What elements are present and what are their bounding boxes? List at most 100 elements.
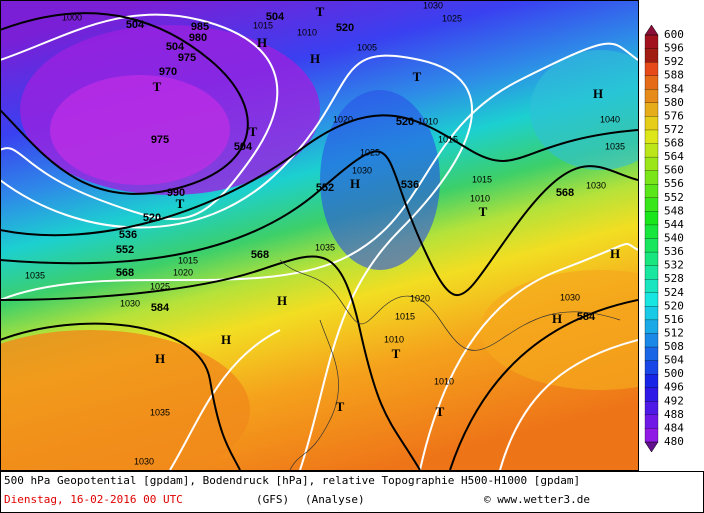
color-bar-label: 520: [664, 299, 684, 312]
color-swatch: [644, 319, 659, 335]
color-bar-label: 512: [664, 326, 684, 339]
color-bar-label: 500: [664, 367, 684, 380]
contour-label: 584: [151, 302, 170, 314]
pressure-center: H: [310, 51, 320, 66]
color-swatch: [644, 306, 659, 321]
contour-label: 1035: [605, 141, 625, 151]
contour-label: 504: [266, 11, 285, 23]
color-swatch: [644, 428, 659, 443]
contour-label: 990: [167, 187, 185, 199]
color-bar-label: 596: [664, 42, 684, 55]
contour-label: 568: [116, 267, 134, 279]
contour-label: 970: [159, 66, 177, 78]
pressure-center: H: [610, 246, 620, 261]
thickness-lines: [0, 13, 638, 470]
contour-label: 504: [234, 141, 253, 153]
color-bar-label: 584: [664, 82, 684, 95]
color-bar-label: 524: [664, 286, 684, 299]
color-swatch: [644, 197, 659, 213]
contour-label: 1035: [315, 242, 335, 252]
contour-label: 536: [401, 179, 419, 191]
pressure-center: T: [479, 204, 488, 219]
contour-label: 1015: [178, 255, 198, 265]
pressure-center: H: [221, 332, 231, 347]
contour-label: 1030: [120, 298, 140, 308]
color-bar-label: 580: [664, 96, 684, 109]
contour-label: 1025: [442, 13, 462, 23]
contour-label: 552: [316, 182, 334, 194]
color-swatch: [644, 292, 659, 307]
color-bar-label: 516: [664, 313, 684, 326]
footer-description: 500 hPa Geopotential [gpdam], Bodendruck…: [4, 474, 580, 487]
pressure-center: T: [413, 69, 422, 84]
color-swatch: [644, 75, 659, 90]
map: [0, 0, 638, 470]
geopotential-lines: [0, 12, 638, 470]
contour-label: 552: [116, 244, 134, 256]
color-swatch: [644, 156, 659, 172]
contour-label: 1010: [434, 376, 454, 386]
color-bar-label: 588: [664, 69, 684, 82]
contour-label: 1020: [333, 114, 353, 124]
pressure-center: H: [155, 351, 165, 366]
color-bar-label: 480: [664, 435, 684, 448]
color-bar-label: 572: [664, 123, 684, 136]
color-bar-label: 576: [664, 109, 684, 122]
color-swatch: [644, 102, 659, 118]
contour-label: 1005: [357, 42, 377, 52]
contour-label: 1010: [297, 27, 317, 37]
color-bar-arrow: [644, 24, 659, 36]
contour-label: 1035: [150, 407, 170, 417]
contour-label: 1020: [173, 267, 193, 277]
color-swatch: [644, 387, 659, 402]
color-swatch: [644, 333, 659, 348]
contour-label: 980: [189, 32, 207, 44]
contour-label: 568: [556, 187, 574, 199]
contour-label: 520: [396, 116, 414, 128]
contour-label: 1015: [253, 20, 273, 30]
color-swatch: [644, 401, 659, 416]
contour-label: 1030: [134, 456, 154, 466]
contour-label: 1010: [418, 116, 438, 126]
contour-label: 520: [143, 212, 161, 224]
color-swatch: [644, 265, 659, 280]
color-swatch: [644, 61, 659, 77]
footer-run: (Analyse): [305, 493, 365, 506]
color-bar-label: 540: [664, 232, 684, 245]
color-bar-label: 504: [664, 354, 684, 367]
contour-label: 975: [151, 134, 169, 146]
color-bar-label: 552: [664, 191, 684, 204]
color-swatch: [644, 89, 659, 104]
color-swatch: [644, 143, 659, 158]
color-swatch: [644, 251, 659, 267]
color-swatch: [644, 224, 659, 240]
color-bar-label: 548: [664, 204, 684, 217]
contour-label: 584: [577, 311, 596, 323]
pressure-center: T: [336, 399, 345, 414]
contour-label: 985: [191, 21, 209, 33]
coastlines: [279, 259, 621, 470]
contour-label: 1030: [560, 292, 580, 302]
contour-label: 1000: [62, 12, 82, 22]
color-bar-label: 528: [664, 272, 684, 285]
contour-label: 1020: [410, 293, 430, 303]
color-swatch: [644, 414, 659, 430]
color-bar-label: 484: [664, 421, 684, 434]
contour-label: 1025: [150, 281, 170, 291]
contour-label: 975: [178, 52, 196, 64]
color-bar-label: 496: [664, 381, 684, 394]
pressure-center: T: [316, 4, 325, 19]
color-swatch: [644, 360, 659, 375]
contour-label: 536: [119, 229, 137, 241]
footer-date: Dienstag, 16-02-2016 00 UTC: [4, 493, 183, 506]
pressure-center: T: [392, 346, 401, 361]
cold-pool: [530, 50, 638, 170]
contour-label: 1015: [472, 174, 492, 184]
contour-label: 1010: [470, 193, 490, 203]
pressure-center: T: [436, 404, 445, 419]
contour-label: 504: [126, 19, 145, 31]
color-bar-label: 564: [664, 150, 684, 163]
contour-label: 1030: [352, 165, 372, 175]
color-bar-label: 544: [664, 218, 684, 231]
color-bar-label: 532: [664, 259, 684, 272]
